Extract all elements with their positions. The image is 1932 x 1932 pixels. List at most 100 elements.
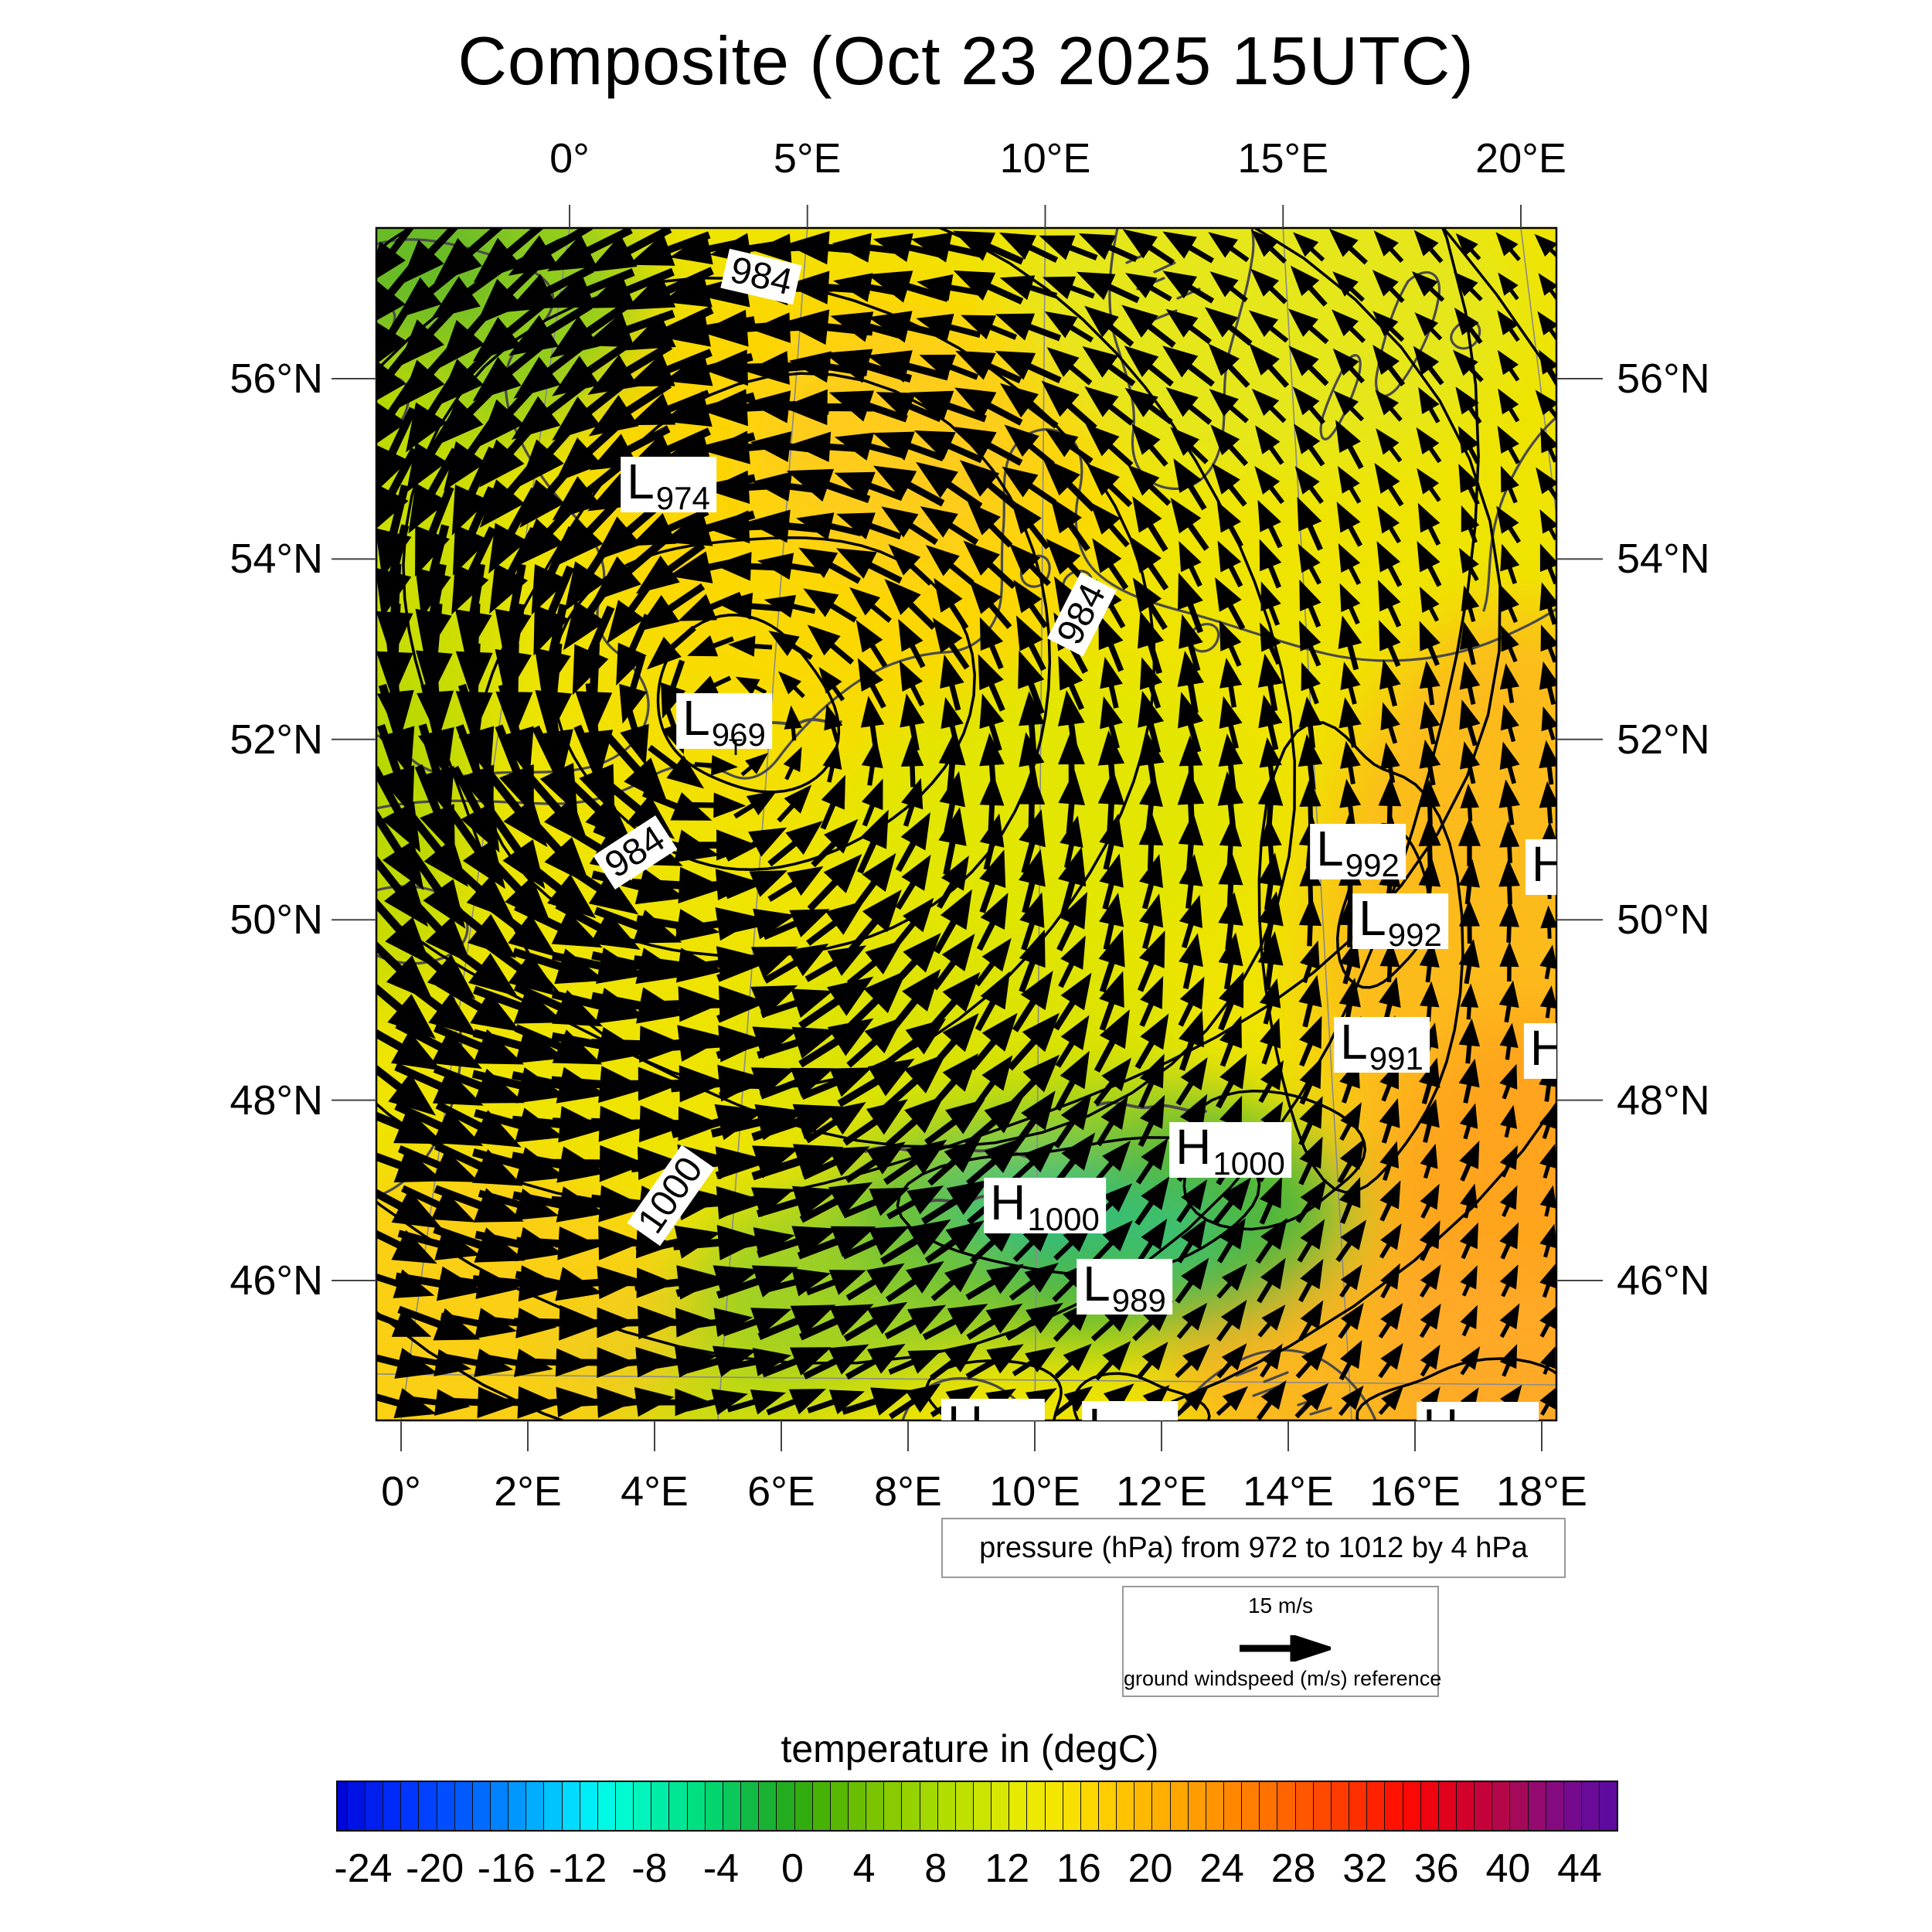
colorbar-segment	[1098, 1782, 1117, 1830]
colorbar-tick-label: 4	[852, 1846, 876, 1891]
lon-tick-label-top: 15°E	[1237, 135, 1329, 182]
colorbar-segment	[365, 1782, 384, 1830]
colorbar-segment	[686, 1782, 706, 1830]
map-label-layer: L974L969L992L992L991HHH1000H1000L989H994…	[376, 228, 1556, 1420]
colorbar-segment	[1169, 1782, 1189, 1830]
colorbar-segment	[1455, 1782, 1475, 1830]
lon-tick-label-top: 10°E	[999, 135, 1091, 182]
lon-tick-label-top: 20°E	[1475, 135, 1566, 182]
colorbar-segment	[1080, 1782, 1100, 1830]
colorbar-segment	[1420, 1782, 1439, 1830]
pressure-center-letter: L	[1316, 821, 1344, 876]
lat-tick-label-right: 52°N	[1617, 716, 1710, 763]
map-border	[375, 226, 1558, 1422]
pressure-center-value: 1000	[1213, 1145, 1285, 1182]
pressure-center-letter: H	[1175, 1119, 1212, 1175]
colorbar-tick-label: 36	[1413, 1846, 1459, 1891]
wind-reference-caption: ground windspeed (m/s) reference	[1124, 1667, 1442, 1690]
pressure-center-low-label: L974	[621, 454, 716, 515]
colorbar-segment	[811, 1782, 831, 1830]
lon-tick-label-bottom: 18°E	[1496, 1468, 1587, 1515]
colorbar-tick-label: -16	[477, 1846, 536, 1891]
pressure-center-value: 992	[1387, 917, 1442, 953]
lat-tick-label-left: 46°N	[230, 1257, 323, 1304]
pressure-center-value: 992	[1345, 847, 1400, 883]
colorbar-segment	[1384, 1782, 1403, 1830]
colorbar-segment	[954, 1782, 975, 1830]
pressure-center-low-label: L989	[1077, 1259, 1172, 1317]
colorbar-segment	[1599, 1782, 1617, 1830]
pressure-center-value: 1000	[1027, 1201, 1100, 1237]
colorbar-tick-label: -4	[702, 1846, 740, 1891]
colorbar-segment	[704, 1782, 723, 1830]
colorbar-segment	[829, 1782, 849, 1830]
wind-reference-arrow-icon	[1240, 1635, 1331, 1662]
pressure-contour-legend: pressure (hPa) from 972 to 1012 by 4 hPa	[941, 1518, 1566, 1578]
colorbar-segment	[1366, 1782, 1386, 1830]
colorbar-segment	[722, 1782, 742, 1830]
lon-tick-label-top: 0°	[549, 135, 590, 182]
lat-tick-label-left: 56°N	[230, 355, 323, 402]
colorbar-segment	[543, 1782, 563, 1830]
lon-tick-label-bottom: 14°E	[1243, 1468, 1334, 1515]
pressure-center-letter: L	[1340, 1014, 1368, 1070]
colorbar-segment	[1492, 1782, 1511, 1830]
colorbar-tick-label: 20	[1128, 1846, 1173, 1891]
colorbar-segment	[561, 1782, 580, 1830]
colorbar-segment	[1026, 1782, 1046, 1830]
colorbar-segment	[436, 1782, 455, 1830]
lat-tick-label-right: 48°N	[1617, 1077, 1710, 1124]
colorbar-tick-label: -12	[549, 1846, 607, 1891]
colorbar-segment	[1402, 1782, 1421, 1830]
colorbar-tick-label: -8	[631, 1846, 668, 1891]
pressure-center-low-label: L991	[1334, 1014, 1430, 1075]
colorbar-tick-label: 16	[1056, 1846, 1101, 1891]
colorbar-segment	[400, 1782, 420, 1830]
wind-reference-box: 15 m/s ground windspeed (m/s) reference	[1122, 1586, 1442, 1697]
colorbar-segment	[776, 1782, 795, 1830]
pressure-center-low-label: L992	[1310, 821, 1406, 882]
colorbar-segment	[1134, 1782, 1153, 1830]
colorbar-segment	[991, 1782, 1010, 1830]
colorbar-segment	[1009, 1782, 1028, 1830]
colorbar-tick-label: 8	[924, 1846, 947, 1891]
colorbar-title: temperature in (degC)	[781, 1727, 1159, 1770]
wind-reference-value: 15 m/s	[1247, 1594, 1314, 1617]
lat-tick-label-right: 46°N	[1617, 1257, 1710, 1304]
pressure-contour-legend-text: pressure (hPa) from 972 to 1012 by 4 hPa	[979, 1531, 1528, 1564]
lon-tick-label-bottom: 0°	[381, 1468, 421, 1515]
pressure-center-low-label: L992	[1352, 893, 1448, 951]
pressure-center-high-label: H1000	[984, 1178, 1106, 1236]
lat-tick-label-left: 48°N	[230, 1077, 323, 1124]
axis-ticks	[332, 205, 1603, 1451]
colorbar-segment	[346, 1782, 366, 1830]
colorbar-segment	[1241, 1782, 1260, 1830]
colorbar-segment	[1277, 1782, 1296, 1830]
colorbar-segment	[1563, 1782, 1583, 1830]
colorbar-segment	[338, 1782, 348, 1830]
isobar-value-label: 984	[720, 248, 802, 305]
colorbar-segment	[633, 1782, 652, 1830]
lon-tick-label-bottom: 2°E	[494, 1468, 562, 1515]
colorbar-segment	[1044, 1782, 1063, 1830]
isobar-value-label: 984	[1047, 572, 1117, 657]
isobar-value-label: 984	[593, 815, 678, 889]
colorbar-tick-label: 12	[985, 1846, 1030, 1891]
lat-tick-label-left: 50°N	[230, 896, 323, 944]
lat-tick-label-right: 56°N	[1617, 355, 1710, 402]
colorbar-segment	[1223, 1782, 1243, 1830]
colorbar-segment	[1187, 1782, 1206, 1830]
colorbar-tick-label: -24	[334, 1846, 393, 1891]
low-center-mark: T	[728, 735, 743, 760]
colorbar-segment	[1330, 1782, 1350, 1830]
colorbar-segment	[1294, 1782, 1314, 1830]
temperature-colorbar	[336, 1781, 1618, 1832]
colorbar-segment	[651, 1782, 670, 1830]
lat-tick-label-left: 54°N	[230, 536, 323, 583]
pressure-center-letter: L	[627, 454, 655, 509]
colorbar-segment	[937, 1782, 956, 1830]
lat-tick-label-right: 50°N	[1617, 896, 1710, 944]
lon-tick-label-bottom: 12°E	[1116, 1468, 1207, 1515]
lon-tick-label-bottom: 6°E	[747, 1468, 815, 1515]
colorbar-segment	[1527, 1782, 1546, 1830]
